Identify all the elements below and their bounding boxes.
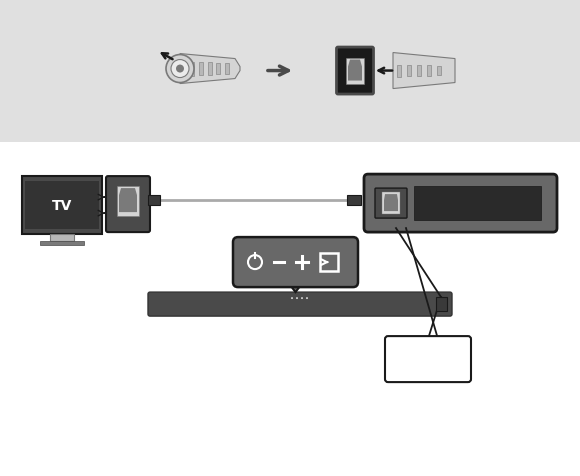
Circle shape — [176, 65, 184, 73]
Polygon shape — [180, 54, 240, 84]
FancyBboxPatch shape — [385, 337, 471, 382]
Bar — [117, 187, 139, 217]
Bar — [190, 62, 194, 76]
FancyBboxPatch shape — [148, 292, 452, 317]
Circle shape — [171, 60, 189, 79]
Bar — [417, 66, 421, 77]
Circle shape — [296, 298, 298, 299]
FancyBboxPatch shape — [233, 238, 358, 288]
Polygon shape — [348, 60, 362, 81]
Bar — [427, 66, 431, 77]
Bar — [225, 64, 229, 75]
FancyBboxPatch shape — [336, 48, 374, 95]
Polygon shape — [393, 53, 455, 89]
Circle shape — [291, 298, 293, 299]
Bar — [437, 67, 441, 76]
Bar — [397, 65, 401, 78]
Circle shape — [166, 55, 194, 83]
Bar — [414, 187, 541, 221]
Circle shape — [306, 298, 308, 299]
FancyBboxPatch shape — [375, 188, 407, 218]
Polygon shape — [119, 188, 137, 213]
Bar — [0, 0, 580, 143]
Circle shape — [301, 298, 303, 299]
Bar — [40, 242, 84, 246]
Bar — [382, 193, 400, 215]
Bar — [407, 66, 411, 77]
FancyBboxPatch shape — [22, 177, 102, 235]
Bar — [208, 63, 212, 76]
Polygon shape — [288, 282, 303, 292]
Bar — [436, 298, 447, 311]
Bar — [346, 59, 364, 84]
Bar — [148, 196, 160, 206]
Polygon shape — [384, 195, 398, 212]
Text: TV: TV — [52, 198, 72, 213]
Bar — [25, 182, 99, 229]
Bar — [347, 196, 361, 206]
Bar — [216, 64, 220, 75]
FancyBboxPatch shape — [106, 177, 150, 233]
Bar — [320, 254, 338, 271]
FancyBboxPatch shape — [364, 175, 557, 233]
Bar — [199, 63, 203, 76]
Bar — [50, 235, 74, 242]
